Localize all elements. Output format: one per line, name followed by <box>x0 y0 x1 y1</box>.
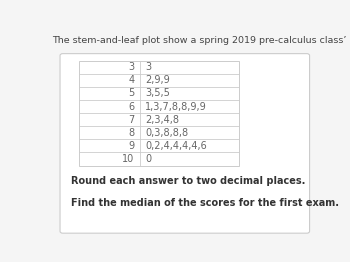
Text: 2,9,9: 2,9,9 <box>145 75 170 85</box>
Text: 2,3,4,8: 2,3,4,8 <box>145 115 179 125</box>
Text: 0: 0 <box>145 154 151 164</box>
FancyBboxPatch shape <box>79 61 239 166</box>
Text: 7: 7 <box>128 115 135 125</box>
Text: 0,3,8,8,8: 0,3,8,8,8 <box>145 128 188 138</box>
Text: 10: 10 <box>122 154 135 164</box>
Text: 1,3,7,8,8,9,9: 1,3,7,8,8,9,9 <box>145 102 207 112</box>
Text: 4: 4 <box>128 75 135 85</box>
Text: 9: 9 <box>128 141 135 151</box>
Text: 8: 8 <box>128 128 135 138</box>
Text: 3,5,5: 3,5,5 <box>145 89 170 99</box>
Text: 3: 3 <box>128 62 135 72</box>
FancyBboxPatch shape <box>60 54 309 233</box>
Text: Round each answer to two decimal places.: Round each answer to two decimal places. <box>71 176 305 186</box>
Text: 5: 5 <box>128 89 135 99</box>
Text: Find the median of the scores for the first exam.: Find the median of the scores for the fi… <box>71 198 339 208</box>
Text: The stem-and-leaf plot show a spring 2019 pre-calculus class’ scores for their f: The stem-and-leaf plot show a spring 201… <box>52 36 350 46</box>
Text: 3: 3 <box>145 62 151 72</box>
Text: 0,2,4,4,4,4,6: 0,2,4,4,4,4,6 <box>145 141 207 151</box>
Text: 6: 6 <box>128 102 135 112</box>
